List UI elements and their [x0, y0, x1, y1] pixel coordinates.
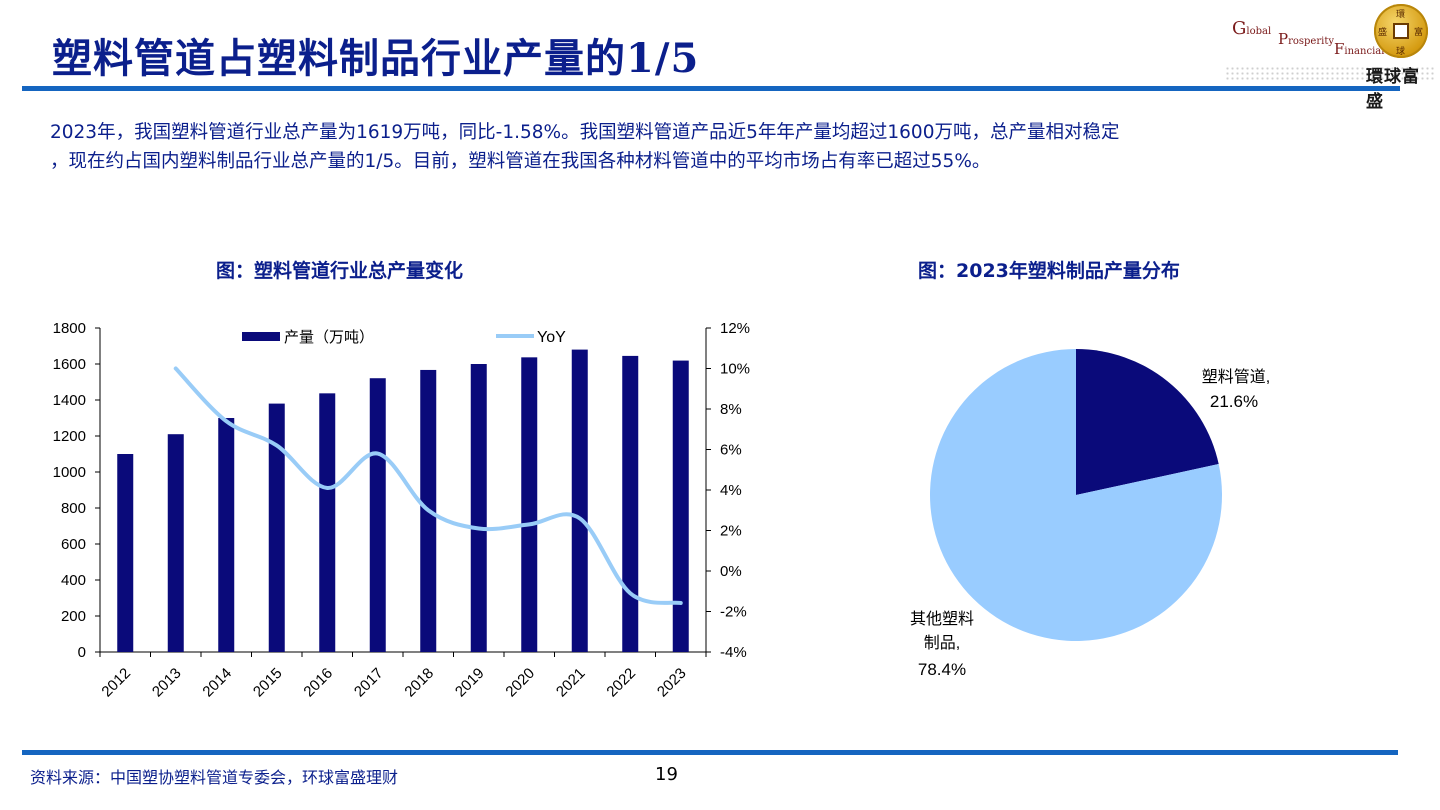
decorative-dot-pattern [1225, 66, 1435, 82]
x-tick-label: 2022 [603, 665, 639, 701]
coin-char-top: 環 [1396, 10, 1406, 20]
left-tick-label: 400 [61, 572, 86, 589]
coin-icon: 環 球 富 盛 [1374, 4, 1428, 58]
x-tick-label: 2016 [300, 665, 336, 701]
bar-2017 [369, 378, 386, 652]
logo-letter-p: Prosperity [1278, 30, 1334, 48]
bar-2013 [167, 434, 184, 652]
pie-chart-title: 图：2023年塑料制品产量分布 [918, 260, 1180, 282]
logo-chinese-name: 環球富盛 [1366, 67, 1420, 112]
summary-line-1: 2023年，我国塑料管道行业总产量为1619万吨，同比-1.58%。我国塑料管道… [50, 122, 1120, 143]
left-tick-label: 800 [61, 500, 86, 517]
bar-2012 [117, 454, 134, 652]
bar-2015 [268, 403, 285, 652]
coin-square-hole [1393, 23, 1409, 39]
bar-2023 [672, 360, 689, 652]
x-tick-label: 2018 [401, 665, 437, 701]
source-note: 资料来源：中国塑协塑料管道专委会，环球富盛理财 [30, 768, 399, 787]
x-tick-label: 2020 [502, 665, 538, 701]
right-tick-label: -2% [720, 604, 747, 621]
bar-chart-title: 图：塑料管道行业总产量变化 [216, 260, 464, 282]
x-tick-label: 2023 [654, 665, 690, 701]
right-tick-label: 6% [720, 442, 742, 459]
legend-line-label: YoY [537, 329, 566, 346]
company-logo: Global Prosperity Financial 環球富盛 [1232, 6, 1436, 112]
left-tick-label: 0 [78, 644, 86, 661]
logo-letter-f: Financial [1334, 40, 1385, 58]
legend-bar-label: 产量（万吨） [284, 329, 374, 346]
summary-line-2: ，现在约占国内塑料制品行业总产量的1/5。目前，塑料管道在我国各种材料管道中的平… [50, 151, 991, 172]
pie-slice-2 [930, 349, 1222, 641]
x-tick-label: 2021 [553, 665, 589, 701]
right-tick-label: 4% [720, 482, 742, 499]
right-tick-label: 12% [720, 320, 750, 337]
bar-2020 [521, 357, 538, 652]
right-tick-label: 10% [720, 361, 750, 378]
x-tick-label: 2012 [98, 665, 134, 701]
x-tick-label: 2014 [199, 665, 235, 701]
bar-2022 [622, 355, 639, 652]
x-tick-label: 2013 [149, 665, 185, 701]
summary-paragraph: 2023年，我国塑料管道行业总产量为1619万吨，同比-1.58%。我国塑料管道… [50, 118, 1390, 176]
pie-label-other-value: 78.4% [918, 660, 966, 679]
top-divider [22, 86, 1400, 91]
left-tick-label: 600 [61, 536, 86, 553]
pie-label-pipes-name: 塑料管道, [1202, 368, 1270, 386]
production-combo-chart: 0 200 400 600 800 1000 1200 1400 1600 1800 -4% -2% 0… [53, 320, 750, 701]
coin-char-bottom: 球 [1396, 47, 1406, 57]
logo-letter-g: Global [1232, 18, 1272, 39]
right-tick-label: 8% [720, 401, 742, 418]
left-tick-label: 1000 [53, 464, 86, 481]
x-tick-label: 2017 [351, 665, 387, 701]
coin-char-right: 富 [1414, 28, 1424, 38]
pie-label-pipes-value: 21.6% [1210, 392, 1258, 411]
pie-label-other-name2: 制品, [924, 634, 960, 652]
bar-2016 [319, 393, 336, 652]
left-tick-label: 1200 [53, 428, 86, 445]
bar-2014 [218, 418, 235, 652]
bar-2021 [571, 349, 588, 652]
page-number: 19 [655, 764, 678, 785]
left-tick-label: 200 [61, 608, 86, 625]
bar-2019 [470, 364, 487, 652]
right-tick-label: -4% [720, 644, 747, 661]
coin-char-left: 盛 [1378, 28, 1388, 38]
left-tick-label: 1400 [53, 392, 86, 409]
legend-bar-swatch [242, 332, 280, 341]
x-tick-label: 2019 [452, 665, 488, 701]
left-tick-label: 1600 [53, 356, 86, 373]
yoy-line [173, 366, 683, 605]
left-tick-label: 1800 [53, 320, 86, 337]
x-tick-label: 2015 [250, 665, 286, 701]
slide-title: 塑料管道占塑料制品行业产量的1/5 [52, 35, 700, 82]
bottom-divider [22, 750, 1398, 755]
right-tick-label: 0% [720, 563, 742, 580]
pie-label-other-name: 其他塑料 [910, 610, 974, 628]
right-tick-label: 2% [720, 523, 742, 540]
pie-slice-1 [1076, 349, 1219, 495]
